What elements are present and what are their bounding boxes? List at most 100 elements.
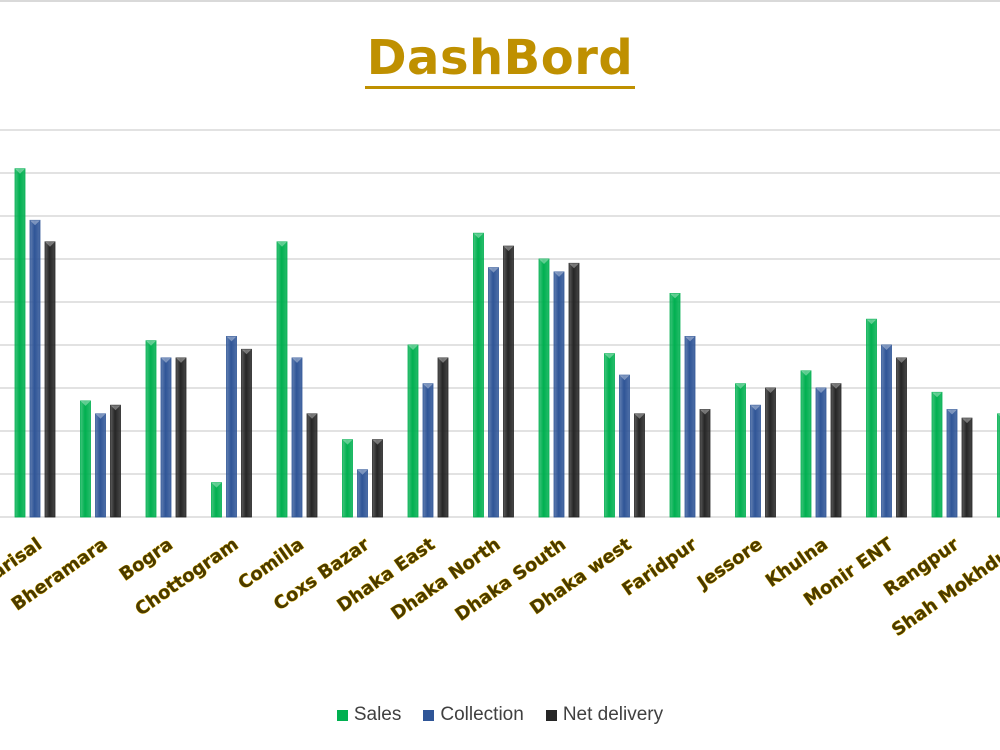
bar-bevel: [110, 405, 121, 411]
bar-bevel: [372, 439, 383, 445]
net-delivery-bar: [110, 404, 121, 518]
bar-bevel: [997, 413, 1000, 417]
bar-bevel: [146, 340, 156, 346]
bar-bevel: [95, 413, 106, 419]
bar-bevel: [45, 241, 55, 247]
legend-label: Net delivery: [562, 704, 664, 725]
x-tick-label: Dhaka North: [387, 534, 504, 625]
collection-bar: [226, 335, 237, 518]
bar-bevel: [735, 383, 746, 389]
sales-bar: [931, 391, 943, 518]
x-tick-label: Jessore: [692, 534, 766, 595]
collection-bar: [357, 469, 368, 518]
bar-bevel: [15, 168, 25, 174]
net-delivery-bar: [568, 262, 580, 518]
net-delivery-bar: [699, 409, 711, 518]
legend-item: Collection: [423, 704, 524, 726]
bar-bevel: [342, 439, 353, 445]
bar-bevel: [438, 357, 448, 363]
sales-bar: [145, 340, 157, 518]
legend-swatch: [545, 709, 557, 721]
collection-bar: [488, 267, 499, 518]
collection-bar: [95, 413, 106, 518]
sales-bar: [538, 258, 550, 518]
sales-bar: [342, 439, 353, 518]
legend-item: Sales: [336, 704, 402, 726]
net-delivery-bar: [241, 348, 252, 518]
bar-bevel: [932, 392, 942, 398]
net-delivery-bar: [44, 241, 56, 518]
collection-bar: [160, 357, 172, 518]
legend-label: Collection: [440, 704, 524, 725]
collection-bar: [29, 219, 41, 518]
bar-bevel: [881, 345, 892, 350]
bar-bevel: [241, 349, 252, 355]
collection-bar: [750, 404, 761, 518]
bar-bevel: [962, 418, 972, 424]
bar-bevel: [423, 383, 433, 389]
bar-bevel: [226, 336, 237, 342]
net-delivery-bar: [372, 439, 383, 518]
legend-label: Sales: [353, 704, 402, 725]
collection-bar: [422, 383, 434, 518]
sales-bar: [604, 353, 615, 518]
legend-swatch: [336, 709, 348, 721]
net-delivery-bar: [503, 245, 514, 518]
bar-bevel: [307, 413, 317, 419]
sales-bar: [276, 241, 288, 518]
bar-bevel: [801, 370, 811, 376]
net-delivery-bar: [306, 413, 318, 518]
bar-bevel: [670, 293, 680, 299]
bar-bevel: [473, 233, 484, 239]
collection-bar: [881, 344, 892, 518]
sales-bar: [866, 318, 877, 518]
sales-bar: [800, 370, 812, 518]
bar-bevel: [569, 263, 579, 269]
sales-bar: [669, 292, 681, 518]
bar-bevel: [866, 319, 877, 325]
net-delivery-bar: [765, 387, 776, 518]
legend-swatch: [423, 709, 435, 721]
bar-bevel: [408, 345, 418, 350]
bar-bevel: [619, 375, 630, 381]
bar-bevel: [161, 357, 171, 363]
bar-bevel: [634, 413, 645, 419]
collection-bar: [815, 387, 827, 518]
net-delivery-bar: [830, 383, 842, 518]
bar-bevel: [604, 353, 615, 359]
bars: [14, 168, 1000, 518]
bar-bevel: [357, 469, 368, 475]
bar-bevel: [80, 400, 91, 406]
net-delivery-bar: [175, 357, 187, 518]
net-delivery-bar: [634, 413, 645, 518]
bar-bevel: [503, 246, 514, 252]
collection-bar: [946, 409, 958, 518]
collection-bar: [291, 357, 303, 518]
bar-bevel: [816, 388, 826, 393]
sales-bar: [735, 383, 746, 518]
sales-bar: [14, 168, 26, 518]
collection-bar: [684, 335, 696, 518]
chart-title: DashBord: [364, 30, 636, 89]
bar-bevel: [947, 409, 957, 415]
bar-bevel: [488, 267, 499, 273]
sales-bar: [407, 344, 419, 518]
net-delivery-bar: [896, 357, 907, 518]
bar-bevel: [554, 271, 564, 277]
bar-bevel: [896, 357, 907, 363]
collection-bar: [553, 271, 565, 518]
chart-title-container: DashBord: [0, 30, 1000, 89]
bar-bevel: [277, 241, 287, 247]
bar-bevel: [30, 220, 40, 226]
sales-bar: [80, 400, 91, 518]
net-delivery-bar: [961, 417, 973, 518]
bar-bevel: [539, 259, 549, 264]
legend-item: Net delivery: [545, 704, 664, 726]
bar-bevel: [765, 388, 776, 393]
bar-bevel: [700, 409, 710, 415]
x-tick-label: Dhaka South: [451, 534, 569, 626]
sales-bar: [997, 413, 1000, 518]
